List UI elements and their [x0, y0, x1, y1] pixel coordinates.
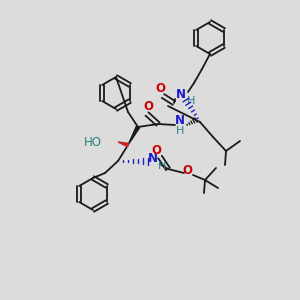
Text: O: O	[182, 164, 192, 178]
Polygon shape	[128, 126, 140, 145]
Text: H: H	[176, 126, 184, 136]
Polygon shape	[118, 142, 128, 147]
Text: H: H	[187, 96, 195, 106]
Text: H: H	[158, 161, 166, 171]
Text: HO: HO	[84, 136, 102, 148]
Text: N: N	[175, 115, 185, 128]
Text: N: N	[148, 152, 158, 166]
Text: O: O	[151, 145, 161, 158]
Text: O: O	[143, 100, 153, 112]
Text: O: O	[155, 82, 165, 95]
Text: N: N	[176, 88, 186, 101]
